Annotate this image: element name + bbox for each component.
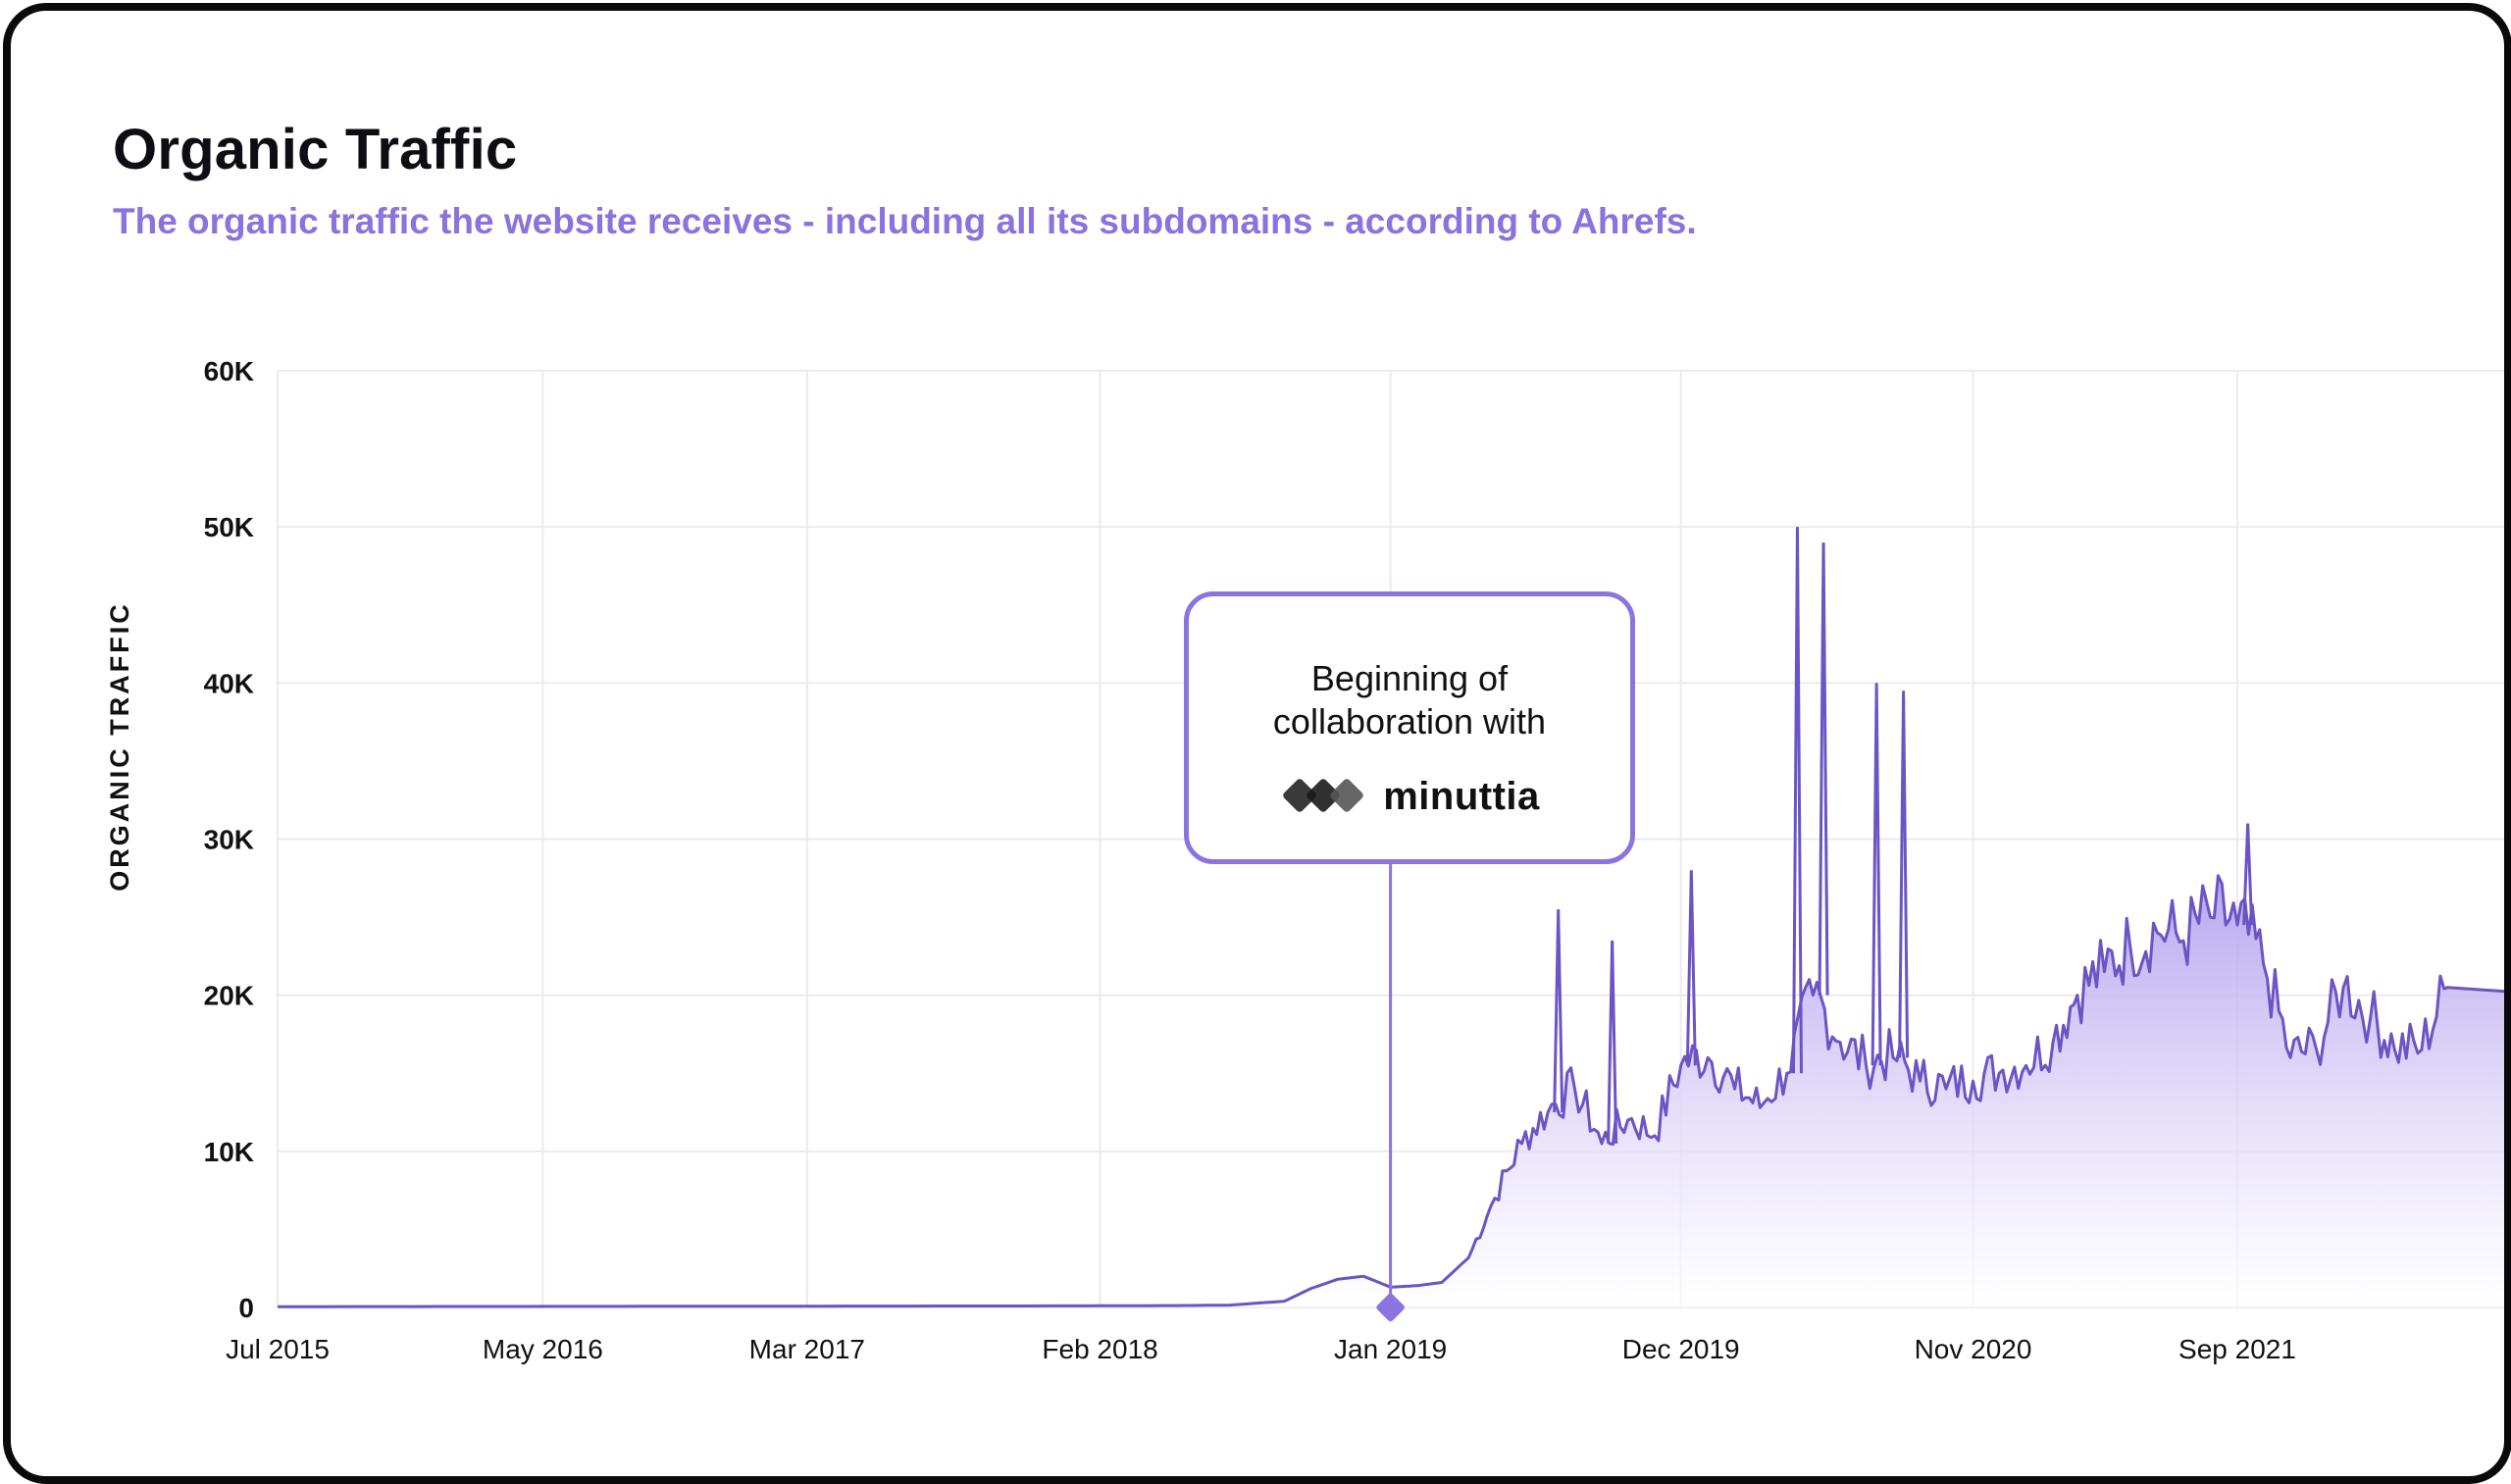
traffic-spike	[1898, 691, 1910, 1058]
traffic-spike	[1870, 683, 1882, 1066]
y-tick-label: 30K	[204, 825, 254, 855]
annotation-line-2: collaboration with	[1272, 701, 1547, 742]
page-subtitle: The organic traffic the website receives…	[113, 201, 1697, 241]
annotation-marker	[1376, 1293, 1405, 1322]
x-tick-label: Jul 2015	[226, 1334, 330, 1364]
y-tick-label: 10K	[204, 1137, 254, 1167]
x-tick-label: Jan 2019	[1334, 1334, 1447, 1364]
traffic-chart: 0 10K 20K 30K 40K 50K 60K Jul 2015 May 2016 Mar …	[105, 356, 2504, 1364]
traffic-spike	[2242, 823, 2254, 926]
traffic-spike	[1553, 909, 1564, 1113]
traffic-spike	[1818, 542, 1829, 996]
traffic-spike	[1791, 527, 1803, 1074]
annotation-line-1: Beginning of	[1310, 658, 1509, 698]
annotation-callout: Beginning of collaboration with minuttia	[1184, 591, 1635, 864]
chart-card: Organic Traffic The organic traffic the …	[3, 3, 2511, 1484]
traffic-spike	[1685, 870, 1697, 1066]
traffic-spike	[1607, 940, 1618, 1144]
brand-logo: minuttia	[1189, 773, 1630, 820]
minuttia-logo-icon	[1283, 779, 1363, 812]
y-tick-label: 50K	[204, 512, 254, 542]
traffic-area	[278, 875, 2504, 1307]
x-tick-label: Sep 2021	[2178, 1334, 2296, 1364]
y-tick-label: 0	[238, 1293, 254, 1323]
y-tick-label: 40K	[204, 668, 254, 698]
page-title: Organic Traffic	[113, 118, 518, 181]
traffic-line	[278, 874, 2504, 1308]
x-tick-label: Dec 2019	[1622, 1334, 1740, 1364]
x-tick-label: May 2016	[483, 1334, 603, 1364]
y-axis-label: ORGANIC TRAFFIC	[105, 601, 134, 891]
y-tick-label: 20K	[204, 981, 254, 1011]
annotation-text: Beginning of collaboration with	[1208, 657, 1611, 743]
x-tick-label: Feb 2018	[1042, 1334, 1157, 1364]
y-tick-label: 60K	[204, 356, 254, 386]
x-tick-label: Nov 2020	[1915, 1334, 2032, 1364]
x-tick-label: Mar 2017	[749, 1334, 865, 1364]
brand-name: minuttia	[1383, 774, 1540, 818]
